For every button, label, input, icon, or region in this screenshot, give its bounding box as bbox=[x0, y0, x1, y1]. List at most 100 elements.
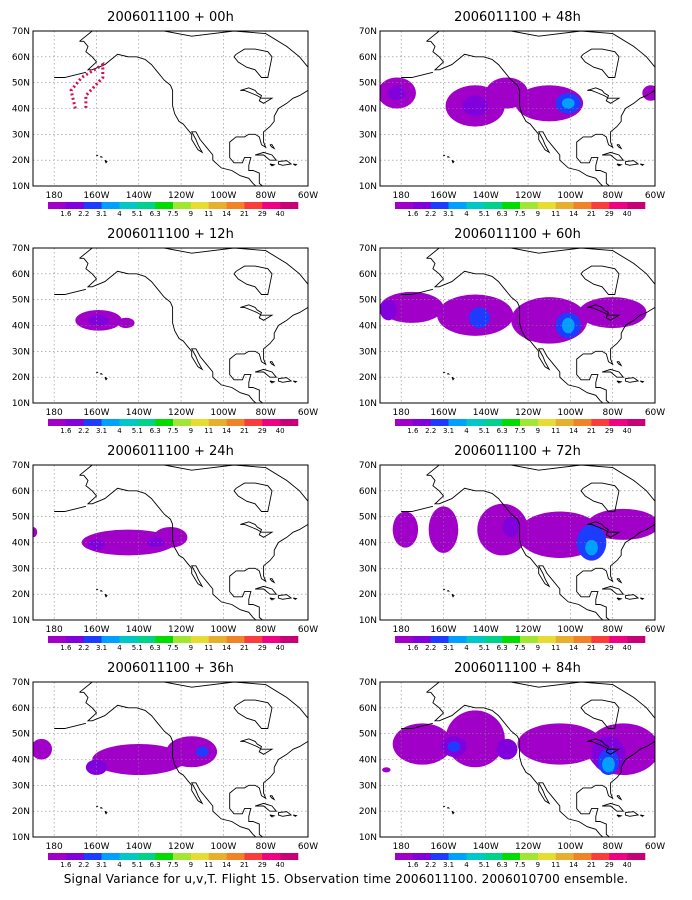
lon-tick-label: 120W bbox=[168, 842, 194, 852]
colorbar-label: 6.3 bbox=[497, 644, 508, 652]
colorbar-swatch bbox=[137, 636, 156, 643]
lon-tick-label: 160W bbox=[83, 842, 109, 852]
lon-tick-label: 120W bbox=[515, 842, 541, 852]
colorbar-label: 9 bbox=[536, 427, 540, 435]
lat-tick-label: 40N bbox=[12, 539, 30, 549]
lon-tick-label: 160W bbox=[83, 408, 109, 418]
colorbar-label: 9 bbox=[189, 210, 193, 218]
lon-tick-label: 100W bbox=[210, 842, 236, 852]
colorbar-label: 21 bbox=[587, 644, 596, 652]
lat-tick-label: 20N bbox=[359, 373, 377, 383]
colorbar-label: 21 bbox=[240, 861, 249, 869]
lon-tick-label: 80W bbox=[603, 408, 623, 418]
colorbar-swatch bbox=[262, 636, 281, 643]
lat-tick-label: 50N bbox=[12, 513, 30, 523]
colorbar-label: 14 bbox=[569, 861, 578, 869]
lon-tick-label: 100W bbox=[557, 191, 583, 201]
colorbar-swatch bbox=[262, 853, 281, 860]
lon-tick-label: 60W bbox=[298, 191, 318, 201]
colorbar: 1.6 2.2 3.1 4 5.1 6.3 7.5 9 11 14 21 29 40 bbox=[395, 636, 646, 652]
colorbar-swatch bbox=[226, 636, 245, 643]
lon-tick-label: 160W bbox=[430, 408, 456, 418]
colorbar-label: 40 bbox=[623, 210, 632, 218]
lon-tick-label: 100W bbox=[557, 408, 583, 418]
colorbar-label: 3.1 bbox=[96, 861, 107, 869]
lat-tick-label: 50N bbox=[12, 79, 30, 89]
colorbar: 1.6 2.2 3.1 4 5.1 6.3 7.5 9 11 14 21 29 40 bbox=[48, 853, 299, 869]
map-panel: 2006011100 + 12h 70N 60N 50N 40N 30N 20N 10N 180… bbox=[12, 227, 318, 435]
colorbar-label: 3.1 bbox=[443, 861, 454, 869]
colorbar-swatch bbox=[537, 419, 557, 426]
colorbar-label: 21 bbox=[240, 210, 249, 218]
variance-contour bbox=[33, 738, 53, 760]
lon-tick-label: 100W bbox=[210, 408, 236, 418]
colorbar-label: 40 bbox=[276, 644, 285, 652]
lat-tick-label: 20N bbox=[12, 373, 30, 383]
colorbar-swatch bbox=[609, 853, 628, 860]
lat-tick-label: 10N bbox=[359, 833, 377, 843]
lat-tick-label: 40N bbox=[12, 105, 30, 115]
colorbar-swatch bbox=[244, 853, 263, 860]
map-panels: 2006011100 + 00h 70N 60N 50N 40N 30N 20N 10N 180… bbox=[12, 10, 665, 869]
colorbar-label: 4 bbox=[464, 644, 469, 652]
colorbar-label: 5.1 bbox=[479, 210, 490, 218]
lat-tick-label: 10N bbox=[359, 399, 377, 409]
lat-tick-label: 50N bbox=[359, 513, 377, 523]
colorbar-swatch bbox=[520, 419, 539, 426]
colorbar-label: 29 bbox=[258, 644, 267, 652]
map-panel: 2006011100 + 84h 70N 60N 50N 40N 30N 20N 10N 180… bbox=[359, 661, 665, 869]
lat-tick-label: 10N bbox=[12, 399, 30, 409]
map-frame bbox=[32, 247, 309, 404]
colorbar-swatch bbox=[430, 853, 449, 860]
colorbar-label: 9 bbox=[189, 644, 193, 652]
colorbar-swatch bbox=[244, 202, 263, 209]
colorbar-swatch bbox=[502, 636, 521, 643]
grid-lines bbox=[33, 465, 308, 620]
grid-lines bbox=[33, 31, 308, 186]
colorbar-swatch bbox=[155, 853, 174, 860]
colorbar: 1.6 2.2 3.1 4 5.1 6.3 7.5 9 11 14 21 29 40 bbox=[48, 202, 299, 218]
lon-tick-label: 180 bbox=[46, 191, 63, 201]
colorbar-label: 14 bbox=[222, 210, 231, 218]
lat-tick-label: 40N bbox=[359, 105, 377, 115]
lon-tick-label: 60W bbox=[645, 842, 665, 852]
colorbar-label: 7.5 bbox=[167, 644, 178, 652]
colorbar-swatch bbox=[262, 419, 281, 426]
variance-contour bbox=[392, 511, 419, 548]
colorbar-swatch bbox=[262, 202, 281, 209]
colorbar-label: 2.2 bbox=[78, 861, 89, 869]
colorbar-swatch bbox=[65, 636, 85, 643]
colorbar-label: 2.2 bbox=[78, 210, 89, 218]
colorbar-label: 40 bbox=[276, 210, 285, 218]
colorbar-swatch bbox=[173, 636, 192, 643]
lon-tick-label: 60W bbox=[298, 842, 318, 852]
map-panel: 2006011100 + 24h 70N 60N 50N 40N 30N 20N 10N 180… bbox=[12, 444, 318, 652]
colorbar-label: 40 bbox=[276, 861, 285, 869]
colorbar-swatch bbox=[430, 419, 449, 426]
variance-contour bbox=[380, 291, 444, 323]
colorbar: 1.6 2.2 3.1 4 5.1 6.3 7.5 9 11 14 21 29 40 bbox=[395, 202, 646, 218]
colorbar-swatch bbox=[591, 419, 610, 426]
colorbar-label: 3.1 bbox=[443, 427, 454, 435]
lon-tick-label: 60W bbox=[298, 408, 318, 418]
colorbar-label: 3.1 bbox=[443, 210, 454, 218]
panel-title: 2006011100 + 36h bbox=[107, 661, 234, 676]
colorbar-swatch bbox=[466, 636, 485, 643]
lat-tick-label: 70N bbox=[359, 678, 377, 688]
lon-tick-label: 180 bbox=[46, 842, 63, 852]
variance-contour bbox=[642, 85, 655, 101]
colorbar-label: 29 bbox=[605, 427, 614, 435]
colorbar-swatch bbox=[484, 419, 503, 426]
lat-tick-label: 20N bbox=[359, 156, 377, 166]
colorbar-swatch bbox=[484, 636, 503, 643]
colorbar-swatch bbox=[208, 202, 227, 209]
lon-tick-label: 120W bbox=[515, 625, 541, 635]
colorbar-label: 21 bbox=[240, 427, 249, 435]
colorbar-label: 1.6 bbox=[60, 210, 72, 218]
colorbar-label: 1.6 bbox=[407, 644, 419, 652]
lat-tick-label: 60N bbox=[359, 270, 377, 280]
colorbar-swatch bbox=[280, 636, 299, 643]
colorbar-swatch bbox=[137, 202, 156, 209]
colorbar-label: 1.6 bbox=[60, 861, 72, 869]
colorbar-label: 7.5 bbox=[167, 427, 178, 435]
